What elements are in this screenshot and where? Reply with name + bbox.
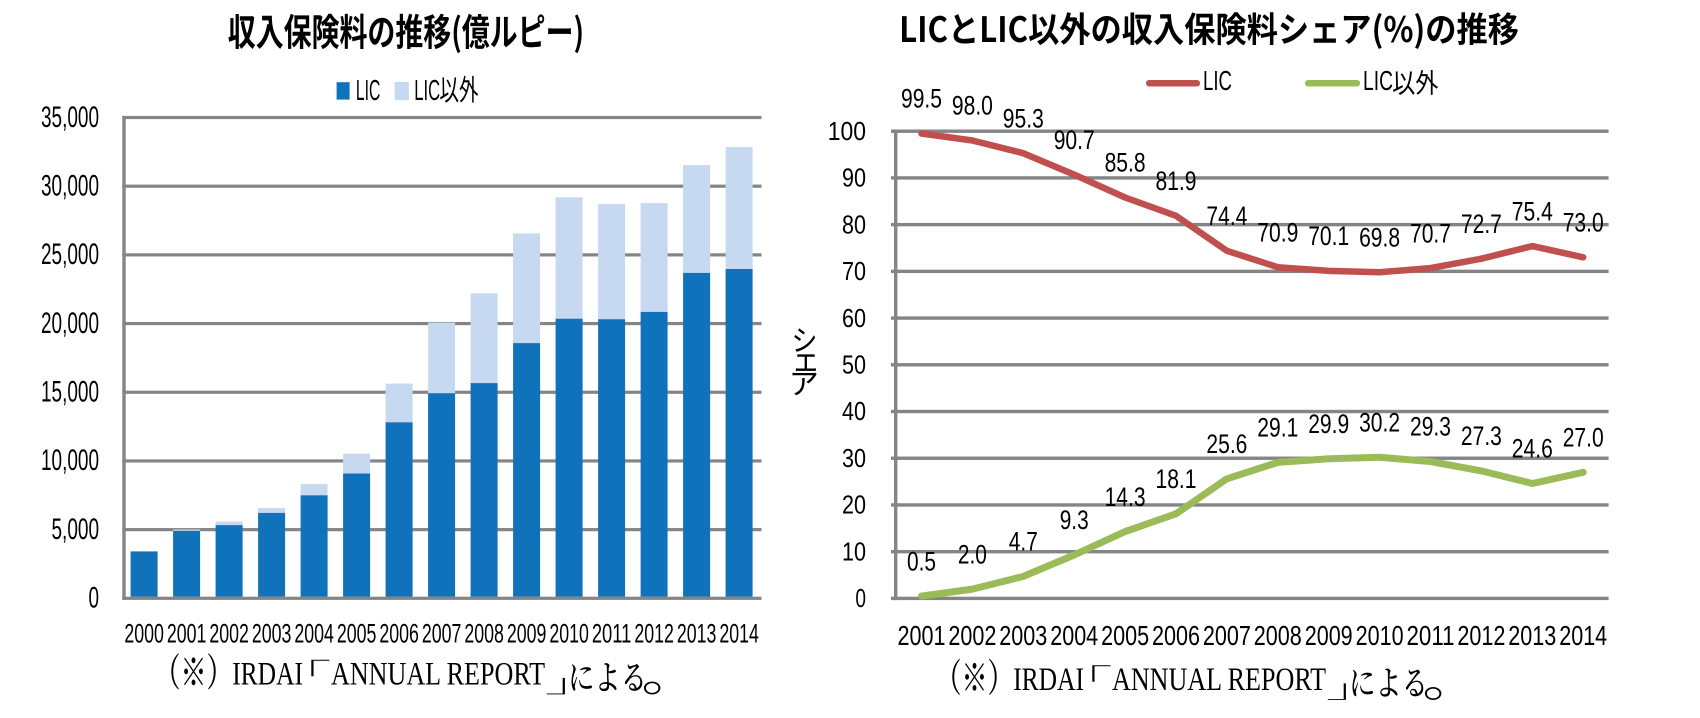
svg-text:69.8: 69.8 xyxy=(1359,223,1400,253)
svg-text:70.7: 70.7 xyxy=(1410,218,1451,248)
svg-text:2008: 2008 xyxy=(464,619,504,649)
svg-text:0.5: 0.5 xyxy=(907,546,936,576)
svg-text:2002: 2002 xyxy=(948,620,996,651)
svg-text:2003: 2003 xyxy=(252,619,292,649)
svg-text:2012: 2012 xyxy=(634,619,674,649)
svg-text:70.9: 70.9 xyxy=(1257,217,1298,247)
svg-text:72.7: 72.7 xyxy=(1461,209,1502,239)
svg-text:2.0: 2.0 xyxy=(958,539,987,569)
svg-text:2002: 2002 xyxy=(209,619,249,649)
svg-text:2007: 2007 xyxy=(1203,620,1251,651)
svg-text:27.3: 27.3 xyxy=(1461,421,1502,451)
svg-text:80: 80 xyxy=(842,209,866,239)
svg-text:40: 40 xyxy=(842,396,866,426)
svg-text:5,000: 5,000 xyxy=(52,513,100,546)
svg-text:LIC: LIC xyxy=(414,75,440,107)
svg-text:2005: 2005 xyxy=(337,619,377,649)
svg-text:2011: 2011 xyxy=(592,619,632,649)
svg-text:2006: 2006 xyxy=(379,619,419,649)
svg-text:2004: 2004 xyxy=(1050,620,1098,651)
svg-text:2009: 2009 xyxy=(507,619,547,649)
svg-text:20: 20 xyxy=(842,490,866,520)
svg-text:30.2: 30.2 xyxy=(1359,408,1400,438)
svg-text:2010: 2010 xyxy=(1356,620,1404,651)
svg-text:LIC: LIC xyxy=(356,75,380,107)
svg-text:2008: 2008 xyxy=(1254,620,1302,651)
svg-text:81.9: 81.9 xyxy=(1156,166,1197,196)
svg-text:2012: 2012 xyxy=(1457,620,1505,651)
svg-text:ANNUAL REPORT: ANNUAL REPORT xyxy=(1112,661,1326,697)
svg-text:25.6: 25.6 xyxy=(1206,429,1247,459)
svg-text:29.1: 29.1 xyxy=(1257,413,1298,443)
svg-text:29.9: 29.9 xyxy=(1308,409,1349,439)
svg-text:2001: 2001 xyxy=(167,619,207,649)
svg-text:2013: 2013 xyxy=(677,619,717,649)
svg-text:15,000: 15,000 xyxy=(41,376,99,409)
svg-text:85.8: 85.8 xyxy=(1105,148,1146,178)
svg-text:2005: 2005 xyxy=(1101,620,1149,651)
svg-text:90: 90 xyxy=(842,163,866,193)
svg-text:20,000: 20,000 xyxy=(41,307,99,340)
svg-text:14.3: 14.3 xyxy=(1105,482,1146,512)
svg-text:2011: 2011 xyxy=(1407,620,1455,651)
svg-text:2010: 2010 xyxy=(549,619,589,649)
svg-text:2006: 2006 xyxy=(1152,620,1200,651)
svg-text:98.0: 98.0 xyxy=(952,91,993,121)
svg-text:2014: 2014 xyxy=(1559,620,1607,651)
svg-text:50: 50 xyxy=(842,350,866,380)
svg-text:2007: 2007 xyxy=(422,619,462,649)
svg-text:LIC: LIC xyxy=(1203,65,1232,96)
svg-text:2004: 2004 xyxy=(294,619,334,649)
svg-text:100: 100 xyxy=(828,116,866,146)
svg-text:18.1: 18.1 xyxy=(1156,464,1197,494)
svg-text:35,000: 35,000 xyxy=(41,101,99,134)
svg-text:2003: 2003 xyxy=(999,620,1047,651)
svg-text:60: 60 xyxy=(842,303,866,333)
svg-text:73.0: 73.0 xyxy=(1563,208,1604,238)
svg-text:LIC: LIC xyxy=(1363,65,1393,96)
svg-text:70: 70 xyxy=(842,256,866,286)
svg-text:2000: 2000 xyxy=(124,619,164,649)
svg-text:0: 0 xyxy=(855,583,866,613)
svg-text:75.4: 75.4 xyxy=(1512,196,1553,226)
svg-text:90.7: 90.7 xyxy=(1054,125,1095,155)
svg-text:ANNUAL REPORT: ANNUAL REPORT xyxy=(331,656,545,692)
svg-text:2013: 2013 xyxy=(1508,620,1556,651)
svg-text:25,000: 25,000 xyxy=(41,238,99,271)
svg-text:27.0: 27.0 xyxy=(1563,423,1604,453)
svg-text:24.6: 24.6 xyxy=(1512,434,1553,464)
svg-text:99.5: 99.5 xyxy=(901,84,942,114)
svg-text:IRDAI: IRDAI xyxy=(232,656,303,692)
svg-text:29.3: 29.3 xyxy=(1410,412,1451,442)
svg-text:70.1: 70.1 xyxy=(1308,221,1349,251)
svg-text:2009: 2009 xyxy=(1305,620,1353,651)
svg-text:30: 30 xyxy=(842,443,866,473)
svg-text:0: 0 xyxy=(89,582,100,615)
svg-text:2001: 2001 xyxy=(898,620,946,651)
svg-text:10,000: 10,000 xyxy=(41,444,99,477)
svg-text:4.7: 4.7 xyxy=(1009,527,1038,557)
svg-text:IRDAI: IRDAI xyxy=(1013,661,1084,697)
svg-text:10: 10 xyxy=(842,536,866,566)
svg-text:95.3: 95.3 xyxy=(1003,103,1044,133)
svg-text:30,000: 30,000 xyxy=(41,170,99,203)
svg-text:2014: 2014 xyxy=(719,619,759,649)
svg-text:9.3: 9.3 xyxy=(1060,505,1089,535)
svg-text:74.4: 74.4 xyxy=(1206,201,1247,231)
